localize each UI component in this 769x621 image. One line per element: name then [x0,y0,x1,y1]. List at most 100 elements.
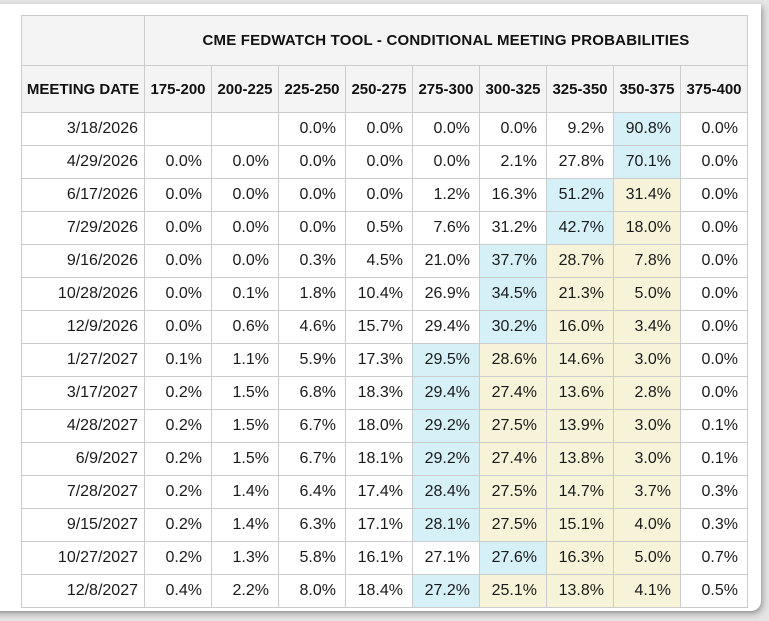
probability-cell: 0.3% [680,475,748,509]
meeting-date-cell: 4/29/2026 [21,145,145,179]
column-header-325-350: 325-350 [546,65,614,113]
probability-cell: 0.1% [144,343,212,377]
probability-cell: 16.3% [546,541,614,575]
probability-cell: 0.6% [211,310,279,344]
probability-cell: 7.8% [613,244,681,278]
probability-cell: 0.0% [211,145,279,179]
probability-cell [211,112,279,146]
probability-cell: 3.0% [613,343,681,377]
table-row: 6/17/2026 0.0% 0.0% 0.0% 0.0% 1.2% 16.3% 51.2% 3… [21,178,748,212]
meeting-date-cell: 12/8/2027 [21,574,145,608]
probability-cell: 29.4% [412,376,480,410]
probability-cell: 0.0% [479,112,547,146]
probability-cell: 4.1% [613,574,681,608]
table-row: 9/16/2026 0.0% 0.0% 0.3% 4.5% 21.0% 37.7% 28.7%… [21,244,748,278]
probability-cell: 0.0% [278,178,346,212]
probability-cell: 0.0% [211,211,279,245]
probability-cell: 0.0% [412,112,480,146]
probability-cell: 4.5% [345,244,413,278]
probability-cell: 13.8% [546,574,614,608]
probability-cell: 28.1% [412,508,480,542]
meeting-date-cell: 6/17/2026 [21,178,145,212]
probability-cell: 28.7% [546,244,614,278]
probability-cell: 27.5% [479,409,547,443]
probability-cell: 0.2% [144,442,212,476]
column-header-300-325: 300-325 [479,65,547,113]
probability-cell: 1.4% [211,475,279,509]
probability-cell: 0.0% [144,178,212,212]
probability-cell: 0.5% [680,574,748,608]
table-row: 6/9/2027 0.2% 1.5% 6.7% 18.1% 29.2% 27.4% 13.8%… [21,442,748,476]
probability-cell: 6.8% [278,376,346,410]
probability-cell: 28.4% [412,475,480,509]
probability-cell: 4.6% [278,310,346,344]
probability-cell: 0.0% [412,145,480,179]
probability-cell: 6.7% [278,442,346,476]
probability-cell: 13.8% [546,442,614,476]
probability-cell: 90.8% [613,112,681,146]
table-row: 3/18/2026 0.0% 0.0% 0.0% 0.0% 9.2% 90.8% 0.0% [21,112,748,146]
probability-cell: 51.2% [546,178,614,212]
probability-cell: 5.8% [278,541,346,575]
probability-cell: 0.0% [144,145,212,179]
probability-cell: 14.6% [546,343,614,377]
probability-cell: 7.6% [412,211,480,245]
probability-cell: 5.0% [613,541,681,575]
probability-cell: 4.0% [613,508,681,542]
probability-cell: 29.2% [412,442,480,476]
probability-cell: 21.0% [412,244,480,278]
table-row: 10/28/2026 0.0% 0.1% 1.8% 10.4% 26.9% 34.5% 21.… [21,277,748,311]
probability-cell: 0.7% [680,541,748,575]
table-row: 12/8/2027 0.4% 2.2% 8.0% 18.4% 27.2% 25.1% 13.8… [21,574,748,608]
probability-cell: 0.4% [144,574,212,608]
probability-cell: 0.0% [680,310,748,344]
probability-cell: 0.0% [144,310,212,344]
meeting-date-cell: 7/29/2026 [21,211,145,245]
probability-cell: 0.1% [680,409,748,443]
column-header-meeting-date: MEETING DATE [21,65,145,113]
probability-cell: 27.5% [479,508,547,542]
probability-cell: 0.2% [144,475,212,509]
probability-cell: 5.0% [613,277,681,311]
probability-cell: 0.2% [144,508,212,542]
probability-cell: 0.0% [680,145,748,179]
probability-cell [144,112,212,146]
column-header-175-200: 175-200 [144,65,212,113]
probability-cell: 0.0% [211,178,279,212]
probability-cell: 0.2% [144,376,212,410]
probability-cell: 3.0% [613,442,681,476]
meeting-date-cell: 3/17/2027 [21,376,145,410]
column-header-225-250: 225-250 [278,65,346,113]
probability-cell: 29.4% [412,310,480,344]
meeting-date-cell: 7/28/2027 [21,475,145,509]
probability-cell: 27.4% [479,442,547,476]
probability-cell: 16.1% [345,541,413,575]
table-row: 4/28/2027 0.2% 1.5% 6.7% 18.0% 29.2% 27.5% 13.9… [21,409,748,443]
probability-cell: 21.3% [546,277,614,311]
probability-cell: 30.2% [479,310,547,344]
probability-cell: 17.3% [345,343,413,377]
meeting-date-cell: 3/18/2026 [21,112,145,146]
probability-cell: 0.0% [211,244,279,278]
probability-cell: 3.7% [613,475,681,509]
probability-cell: 18.0% [613,211,681,245]
probability-cell: 2.8% [613,376,681,410]
probability-cell: 29.2% [412,409,480,443]
probability-cell: 0.0% [144,244,212,278]
probability-cell: 5.9% [278,343,346,377]
meeting-date-cell: 10/28/2026 [21,277,145,311]
table-row: 10/27/2027 0.2% 1.3% 5.8% 16.1% 27.1% 27.6% 16.… [21,541,748,575]
probability-cell: 0.0% [278,112,346,146]
probability-cell: 0.3% [278,244,346,278]
probability-cell: 0.1% [680,442,748,476]
probability-cell: 14.7% [546,475,614,509]
column-header-row: MEETING DATE 175-200 200-225 225-250 250-275… [21,65,748,113]
title-row: CME FEDWATCH TOOL - CONDITIONAL MEETING … [21,15,748,66]
probability-cell: 34.5% [479,277,547,311]
meeting-date-cell: 9/15/2027 [21,508,145,542]
probability-cell: 70.1% [613,145,681,179]
probability-cell: 31.2% [479,211,547,245]
probability-cell: 0.0% [680,343,748,377]
